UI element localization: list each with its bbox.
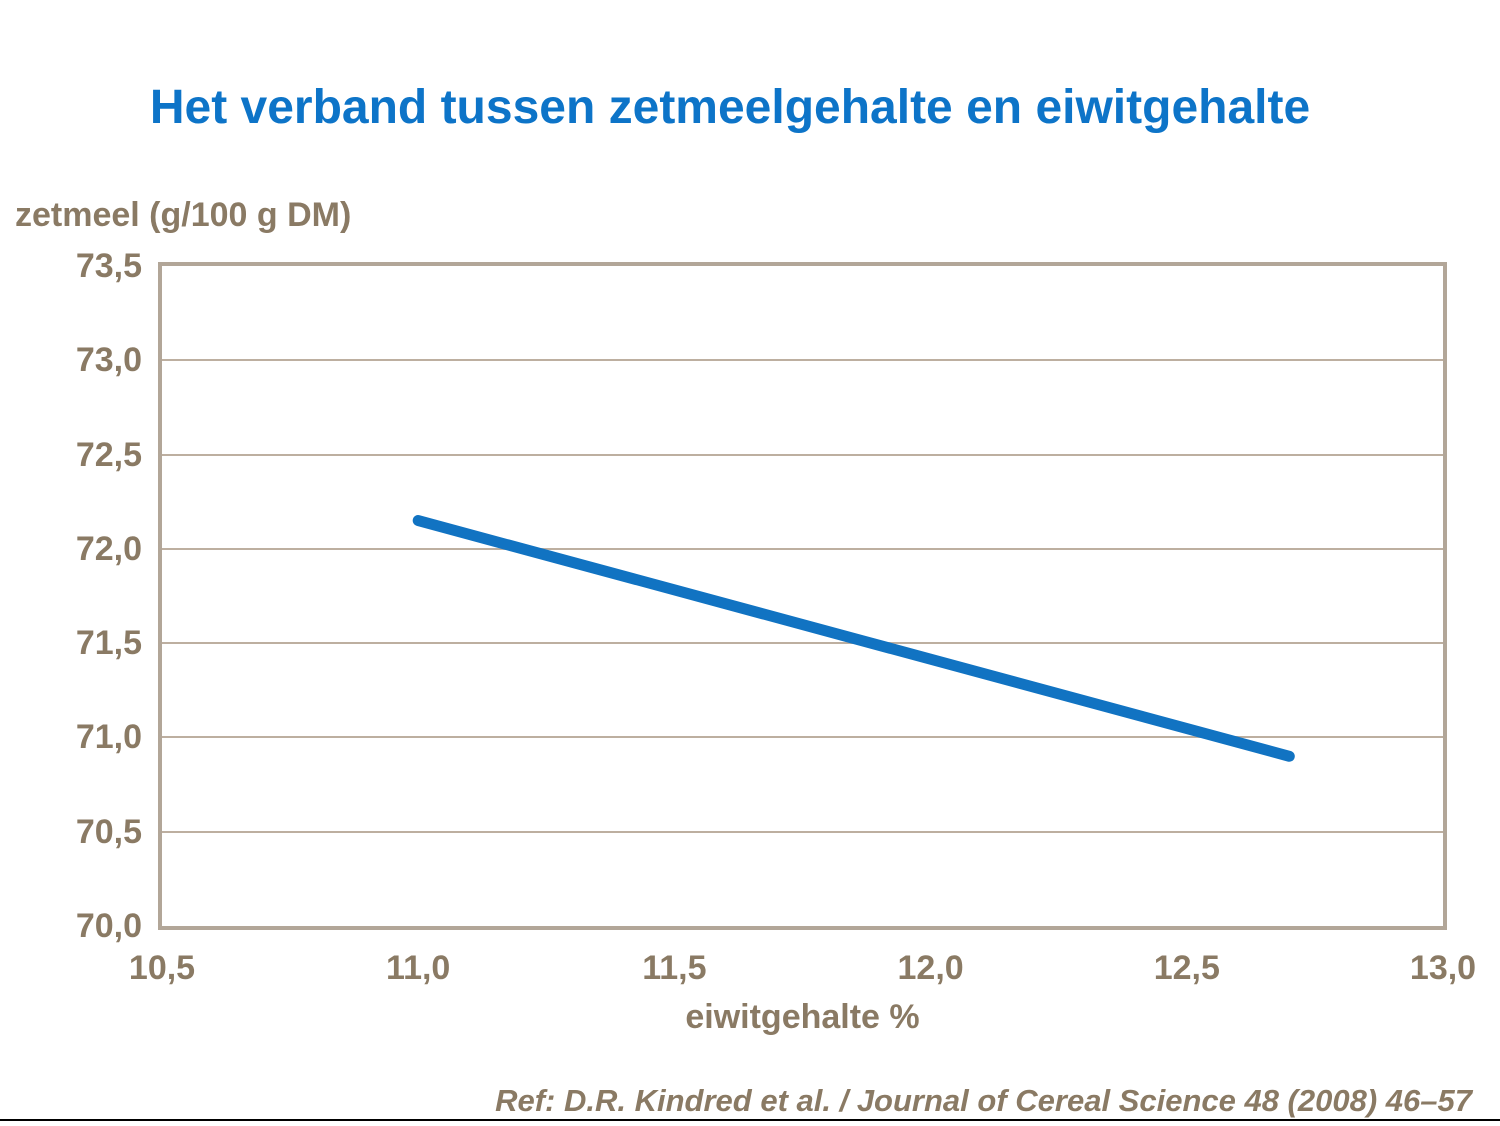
x-tick-label: 13,0 — [1409, 949, 1477, 987]
gridline — [162, 453, 1443, 456]
trend-line-layer — [412, 515, 1295, 762]
x-tick-label: 12,0 — [897, 949, 964, 987]
bottom-divider — [0, 1119, 1500, 1121]
y-tick-label: 73,0 — [75, 341, 142, 380]
chart-title: Het verband tussen zetmeelgehalte en eiw… — [149, 81, 1311, 134]
trend-line — [412, 515, 1295, 762]
y-axis-title: zetmeel (g/100 g DM) — [15, 196, 352, 234]
gridline — [162, 359, 1443, 362]
y-tick-label: 72,0 — [75, 529, 142, 568]
x-tick-label: 11,5 — [642, 949, 707, 987]
plot-box — [158, 262, 1447, 930]
y-tick-label: 70,5 — [75, 812, 142, 851]
y-tick-label: 72,5 — [75, 435, 142, 474]
y-tick-label: 73,5 — [75, 247, 142, 285]
reference-text: Ref: D.R. Kindred et al. / Journal of Ce… — [495, 1083, 1472, 1118]
gridline — [162, 642, 1443, 645]
x-tick-label: 12,5 — [1153, 949, 1220, 987]
x-axis-title: eiwitgehalte % — [685, 998, 920, 1036]
x-tick-label: 10,5 — [128, 949, 196, 987]
y-tick-label: 71,5 — [75, 624, 142, 663]
gridline — [162, 547, 1443, 550]
x-tick-label: 11,0 — [386, 949, 451, 987]
y-tick-label: 71,0 — [75, 718, 142, 757]
y-tick-label: 70,0 — [75, 907, 142, 945]
gridline — [162, 830, 1443, 833]
gridline — [162, 736, 1443, 739]
